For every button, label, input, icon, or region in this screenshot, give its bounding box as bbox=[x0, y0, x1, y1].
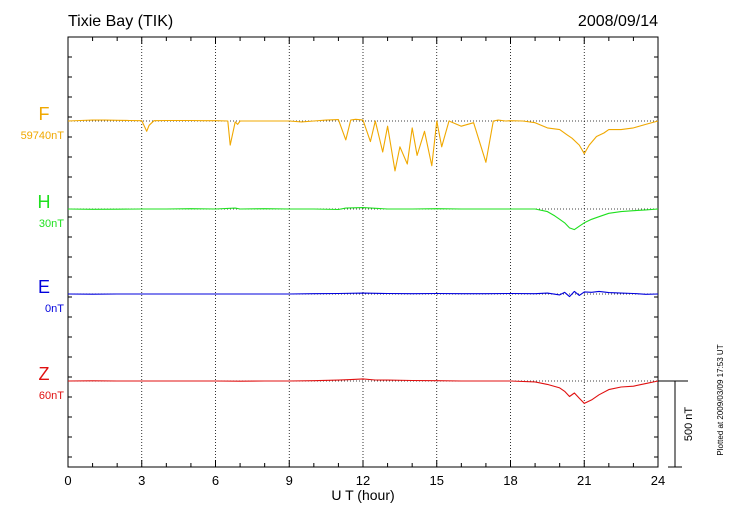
series-line-f bbox=[67, 118, 659, 172]
plotted-timestamp: Plotted at 2009/03/09 17:53 UT bbox=[716, 344, 725, 455]
series-line-e bbox=[67, 290, 659, 298]
scale-bar-label: 500 nT bbox=[683, 407, 695, 442]
series-line-z bbox=[67, 378, 659, 404]
series-baseline-h: 30nT bbox=[39, 218, 64, 230]
x-tick-label: 12 bbox=[356, 473, 370, 488]
x-tick-label: 18 bbox=[503, 473, 517, 488]
x-tick-label: 15 bbox=[430, 473, 444, 488]
x-tick-label: 0 bbox=[64, 473, 71, 488]
series-baseline-f: 59740nT bbox=[21, 130, 65, 142]
plot-frame bbox=[67, 36, 659, 468]
series-line-h bbox=[67, 207, 659, 231]
chart-title: Tixie Bay (TIK) bbox=[68, 13, 173, 30]
series-name-z: Z bbox=[39, 364, 50, 384]
series-name-e: E bbox=[38, 277, 50, 297]
x-tick-label: 24 bbox=[651, 473, 665, 488]
series-baseline-e: 0nT bbox=[45, 303, 64, 315]
x-axis-label: U T (hour) bbox=[331, 487, 394, 503]
x-tick-label: 3 bbox=[138, 473, 145, 488]
series-name-h: H bbox=[38, 192, 51, 212]
x-tick-label: 21 bbox=[577, 473, 591, 488]
x-tick-label: 6 bbox=[212, 473, 219, 488]
series-baseline-z: 60nT bbox=[39, 390, 64, 402]
x-tick-label: 9 bbox=[286, 473, 293, 488]
chart-date: 2008/09/14 bbox=[578, 13, 658, 30]
series-name-f: F bbox=[39, 104, 50, 124]
